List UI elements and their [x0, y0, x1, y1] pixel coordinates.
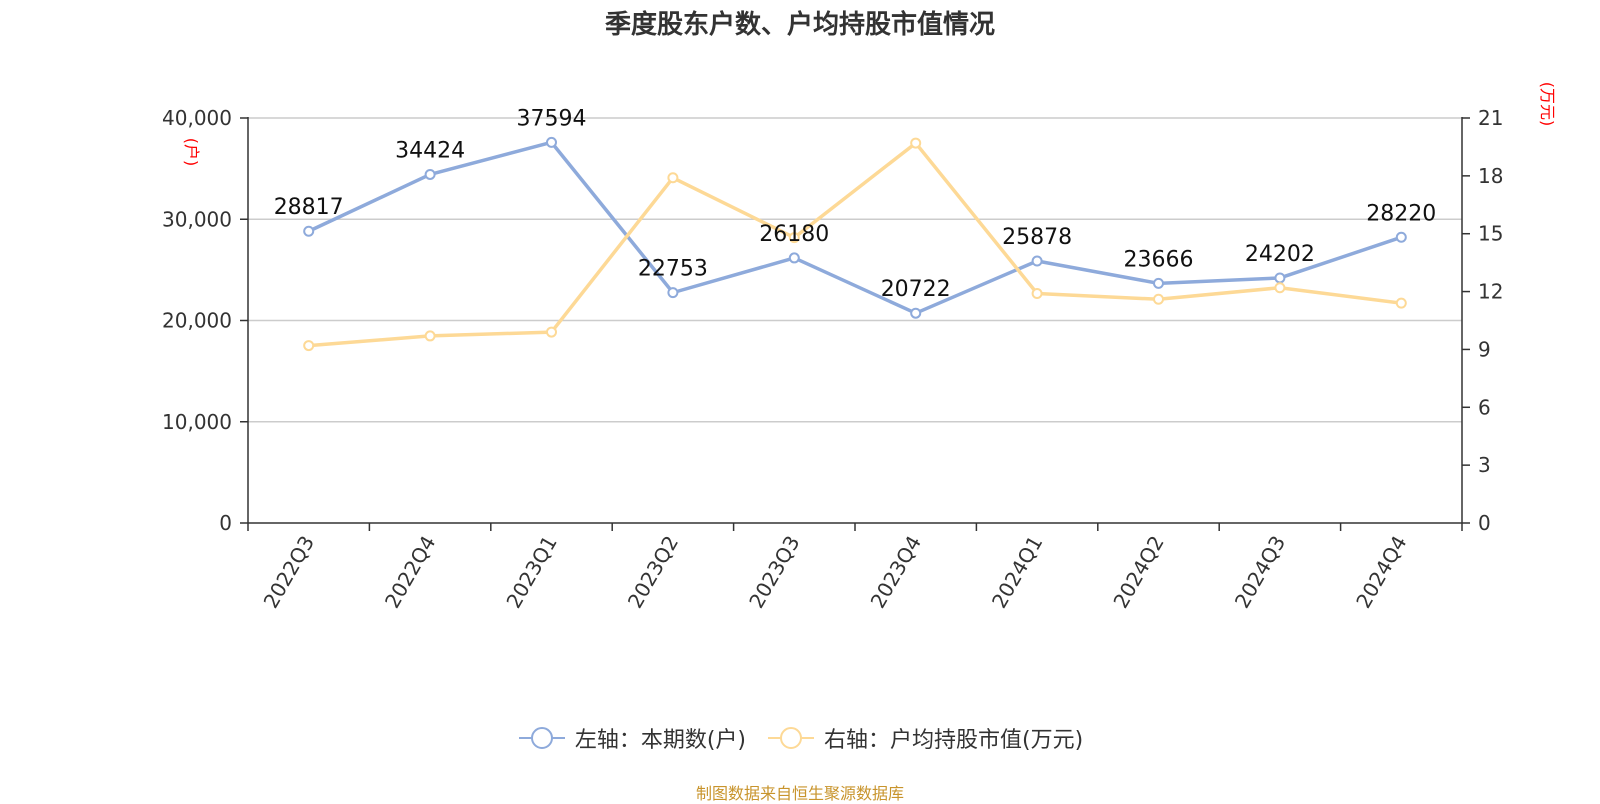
left-axis-unit-label: (户) [182, 138, 201, 167]
data-point-series-0 [424, 168, 436, 180]
x-axis-tick-label: 2022Q4 [380, 532, 440, 613]
left-axis-tick-label: 20,000 [162, 309, 232, 333]
data-point-series-0 [1153, 277, 1164, 289]
right-axis-tick-label: 12 [1478, 280, 1503, 304]
data-label: 25878 [1002, 225, 1072, 250]
left-axis-tick-label: 10,000 [162, 410, 232, 434]
data-point-series-0 [667, 287, 679, 299]
data-point-series-0 [788, 252, 800, 264]
data-point-series-0 [303, 225, 315, 237]
x-axis-tick-label: 2024Q2 [1108, 532, 1168, 613]
x-axis-tick-label: 2024Q3 [1230, 532, 1290, 613]
data-label: 34424 [395, 138, 465, 163]
x-axis-tick-label: 2023Q1 [501, 532, 561, 613]
source-note: 制图数据来自恒生聚源数据库 [695, 784, 904, 803]
right-axis-tick-label: 6 [1478, 395, 1491, 419]
data-point-series-1 [1031, 288, 1043, 299]
right-axis-unit-label: (万元) [1538, 82, 1557, 127]
data-point-series-1 [546, 326, 557, 338]
legend-label-households: 左轴：本期数(户) [574, 728, 746, 753]
right-axis-tick-label: 0 [1478, 511, 1491, 535]
data-point-series-1 [788, 232, 800, 244]
data-point-series-1 [424, 330, 436, 342]
data-point-series-1 [1153, 293, 1164, 305]
legend-marker-avg-value-icon [768, 727, 814, 749]
x-axis-tick-label: 2022Q3 [259, 532, 319, 613]
data-point-series-0 [1031, 255, 1043, 267]
legend-marker-households-icon [518, 727, 565, 749]
right-axis-tick-label: 3 [1478, 453, 1491, 477]
legend-item-avg-value[interactable]: 右轴：户均持股市值(万元) [766, 722, 1083, 754]
data-label: 28817 [274, 195, 344, 220]
x-axis-tick-label: 2024Q1 [987, 532, 1047, 613]
left-axis-tick-label: 40,000 [162, 106, 232, 130]
data-point-series-0 [910, 307, 922, 319]
right-axis-tick-label: 9 [1478, 337, 1491, 361]
x-axis-tick-label: 2024Q4 [1351, 532, 1411, 613]
left-axis-tick-label: 0 [219, 511, 232, 535]
data-label: 37594 [517, 106, 587, 131]
x-axis-tick-label: 2023Q4 [866, 532, 926, 613]
right-axis-tick-label: 18 [1478, 164, 1503, 188]
right-axis-tick-label: 15 [1478, 222, 1503, 246]
x-axis-tick-label: 2023Q2 [623, 532, 683, 613]
chart-title: 季度股东户数、户均持股市值情况 [604, 10, 995, 40]
data-point-series-1 [667, 172, 679, 184]
right-axis-tick-label: 21 [1478, 106, 1503, 130]
left-axis-tick-label: 30,000 [162, 207, 232, 231]
data-label: 28220 [1366, 201, 1436, 226]
data-label: 23666 [1124, 247, 1194, 272]
data-point-series-0 [1274, 272, 1286, 284]
data-point-series-0 [1395, 231, 1407, 243]
series-line-1 [308, 141, 1402, 348]
data-point-series-0 [546, 136, 557, 148]
legend-item-households[interactable]: 左轴：本期数(户) [517, 722, 746, 754]
data-point-series-1 [1395, 297, 1407, 309]
legend: 左轴：本期数(户) 右轴：户均持股市值(万元) [0, 722, 1600, 754]
data-label: 24202 [1245, 242, 1315, 267]
series-line-0 [307, 140, 1402, 315]
data-point-series-1 [910, 137, 922, 149]
data-point-series-1 [303, 340, 315, 352]
data-label: 26180 [759, 222, 829, 247]
data-point-series-1 [1274, 282, 1286, 294]
data-label: 20722 [881, 277, 951, 302]
data-label: 22753 [638, 257, 708, 282]
legend-label-avg-value: 右轴：户均持股市值(万元) [824, 728, 1084, 753]
x-axis-tick-label: 2023Q3 [744, 532, 804, 613]
